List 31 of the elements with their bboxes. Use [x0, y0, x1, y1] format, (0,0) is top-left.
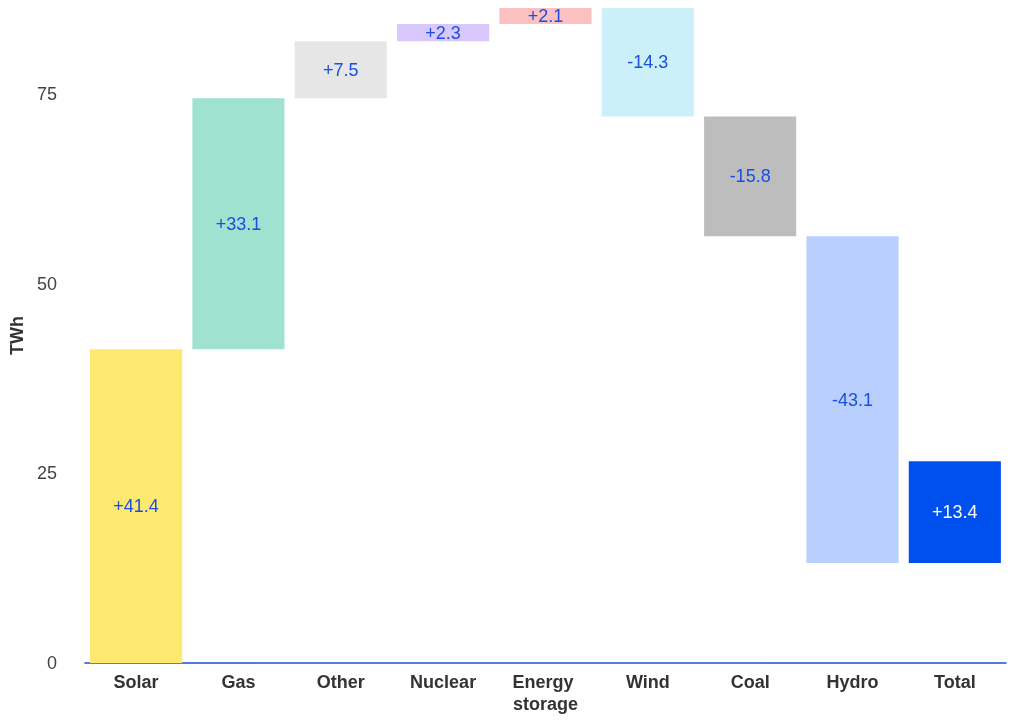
y-tick-label: 25: [36, 463, 57, 484]
x-tick-label: Total: [933, 672, 976, 692]
data-label: +41.4: [113, 496, 159, 517]
data-label: -43.1: [831, 389, 873, 410]
bar: [908, 461, 1001, 563]
data-label: +33.1: [215, 213, 262, 234]
x-tick-label: Energy storage: [512, 672, 579, 714]
data-label: -15.8: [729, 166, 771, 187]
y-tick-label: 0: [46, 653, 57, 673]
x-tick-label: Solar: [113, 672, 159, 692]
x-tick-label: Hydro: [826, 672, 879, 692]
x-tick-label: Other: [316, 672, 365, 692]
data-label: +2.3: [425, 22, 461, 43]
bar: [499, 8, 592, 24]
bar: [704, 116, 797, 237]
bar: [806, 236, 899, 563]
data-label: +7.5: [323, 59, 359, 80]
bar: [90, 349, 183, 663]
bar: [601, 8, 694, 117]
bar: [294, 41, 387, 99]
y-axis-title: TWh: [7, 316, 27, 355]
x-tick-label: Coal: [730, 672, 770, 692]
y-tick-label: 50: [36, 273, 57, 294]
data-label: +13.4: [932, 502, 978, 523]
x-tick-label: Gas: [221, 672, 256, 692]
data-label: -14.3: [627, 52, 669, 73]
y-tick-label: 75: [36, 84, 57, 105]
x-tick-label: Wind: [625, 672, 670, 692]
data-label: +2.1: [527, 5, 564, 26]
bar: [192, 98, 285, 350]
x-tick-label: Nuclear: [410, 672, 477, 692]
